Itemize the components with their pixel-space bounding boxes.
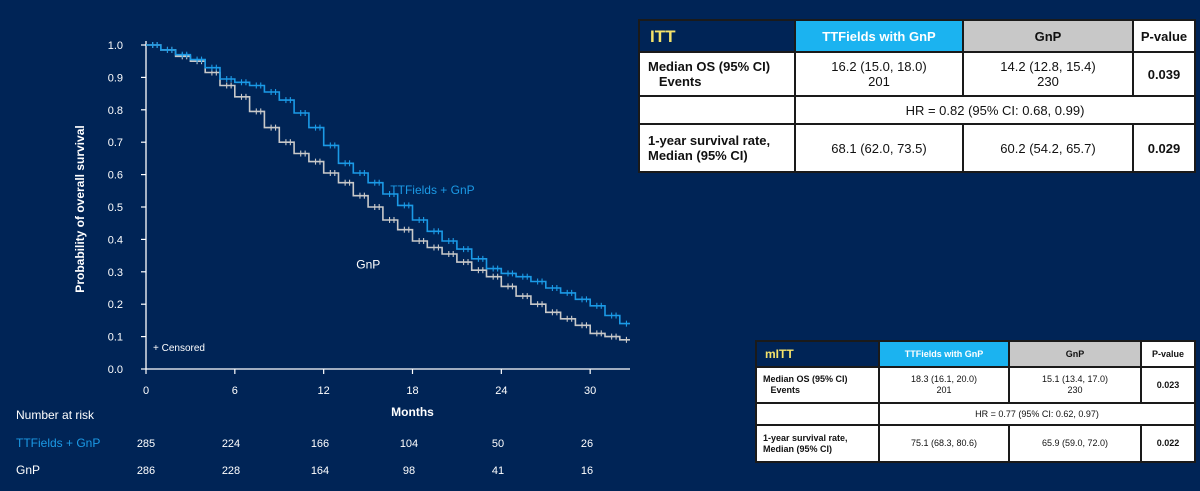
mitt-row2-p: 0.022: [1140, 424, 1196, 463]
mitt-row1-gnp-b: 230: [1067, 385, 1083, 395]
x-tick-label: 12: [318, 385, 330, 397]
itt-row2-tt: 68.1 (62.0, 73.5): [794, 123, 964, 173]
risk-row-ttfields-value: 166: [311, 438, 329, 450]
risk-row-ttfields-value: 104: [400, 438, 418, 450]
itt-row1-label: Median OS (95% CI) Events: [638, 51, 796, 97]
gnp-curve: [146, 44, 630, 341]
ttfields-curve: [146, 44, 630, 325]
itt-hr: HR = 0.82 (95% CI: 0.68, 0.99): [794, 95, 1196, 125]
y-tick-label: 0.0: [108, 364, 123, 376]
mitt-row1-label-b: Events: [770, 385, 801, 395]
mitt-row1-gnp: 15.1 (13.4, 17.0) 230: [1008, 366, 1142, 404]
y-tick-label: 0.1: [108, 332, 123, 344]
y-tick-label: 0.4: [108, 234, 123, 246]
x-tick-label: 6: [232, 385, 238, 397]
itt-hr-empty: [638, 95, 796, 125]
x-tick-label: 24: [495, 385, 507, 397]
itt-row1-gnp: 14.2 (12.8, 15.4) 230: [962, 51, 1134, 97]
itt-col-gnp: GnP: [962, 19, 1134, 53]
mitt-row1-gnp-a: 15.1 (13.4, 17.0): [1041, 374, 1109, 384]
mitt-row2-label-b: Median (95% CI): [763, 443, 833, 454]
y-tick-label: 0.2: [108, 299, 123, 311]
censored-legend: + Censored: [153, 343, 205, 354]
itt-row1-label-b: Events: [658, 74, 702, 89]
itt-row2-p: 0.029: [1132, 123, 1196, 173]
mitt-row2-gnp: 65.9 (59.0, 72.0): [1008, 424, 1142, 463]
x-tick-label: 0: [143, 385, 149, 397]
y-tick-label: 0.6: [108, 170, 123, 182]
mitt-row1-label-a: Median OS (95% CI): [763, 374, 848, 384]
itt-row2-label-b: Median (95% CI): [648, 148, 748, 163]
mitt-row1-tt-a: 18.3 (16.1, 20.0): [910, 374, 978, 384]
y-tick-label: 0.8: [108, 105, 123, 117]
mitt-row2-label: 1-year survival rate, Median (95% CI): [755, 424, 880, 463]
mitt-row2-tt: 75.1 (68.3, 80.6): [878, 424, 1010, 463]
km-chart: 0.0 0.1 0.2 0.3 0.4 0.5 0.6 0.7 0.8 0.9 1.0 0 6 12 18 2…: [16, 40, 630, 477]
x-tick-label: 18: [406, 385, 418, 397]
itt-col-p: P-value: [1132, 19, 1196, 53]
risk-row-gnp-value: 98: [403, 465, 415, 477]
mitt-hr-empty: [755, 402, 880, 426]
x-tick-label: 30: [584, 385, 596, 397]
itt-row2-label-a: 1-year survival rate,: [648, 133, 771, 148]
itt-row1-tt-b: 201: [868, 74, 890, 89]
itt-row1-label-a: Median OS (95% CI): [648, 59, 771, 74]
risk-row-ttfields-value: 26: [581, 438, 593, 450]
mitt-col-ttfields: TTFields with GnP: [878, 340, 1010, 368]
itt-table: ITT TTFields with GnP GnP P-value Median…: [638, 19, 1196, 173]
itt-row1-gnp-a: 14.2 (12.8, 15.4): [1000, 59, 1096, 74]
risk-row-ttfields-value: 224: [222, 438, 240, 450]
risk-row-gnp-label: GnP: [16, 463, 40, 477]
itt-row1-tt-a: 16.2 (15.0, 18.0): [831, 59, 927, 74]
gnp-curve-label: GnP: [356, 258, 380, 272]
itt-row2-label: 1-year survival rate, Median (95% CI): [638, 123, 796, 173]
risk-row-ttfields-value: 50: [492, 438, 504, 450]
y-tick-label: 0.5: [108, 202, 123, 214]
itt-row2-gnp: 60.2 (54.2, 65.7): [962, 123, 1134, 173]
mitt-col-gnp: GnP: [1008, 340, 1142, 368]
risk-row-ttfields-label: TTFields + GnP: [16, 436, 100, 450]
y-axis-label: Probability of overall survival: [73, 125, 87, 292]
risk-row-gnp-value: 286: [137, 465, 155, 477]
mitt-col-p: P-value: [1140, 340, 1196, 368]
mitt-title: mITT: [755, 340, 880, 368]
y-tick-label: 0.3: [108, 267, 123, 279]
risk-row-gnp-value: 16: [581, 465, 593, 477]
y-tick-label: 0.7: [108, 137, 123, 149]
itt-title: ITT: [638, 19, 796, 53]
ttfields-curve-label: TTFields + GnP: [390, 183, 474, 197]
itt-row1-tt: 16.2 (15.0, 18.0) 201: [794, 51, 964, 97]
mitt-row2-label-a: 1-year survival rate,: [763, 432, 848, 443]
risk-table-title: Number at risk: [16, 408, 95, 422]
risk-row-ttfields-value: 285: [137, 438, 155, 450]
risk-row-gnp-value: 164: [311, 465, 329, 477]
x-axis-label: Months: [391, 405, 434, 419]
risk-row-gnp-value: 41: [492, 465, 504, 477]
itt-row1-p: 0.039: [1132, 51, 1196, 97]
mitt-row1-label: Median OS (95% CI) Events: [755, 366, 880, 404]
y-tick-label: 1.0: [108, 40, 123, 52]
risk-row-gnp-value: 228: [222, 465, 240, 477]
mitt-row1-p: 0.023: [1140, 366, 1196, 404]
itt-col-ttfields: TTFields with GnP: [794, 19, 964, 53]
y-tick-label: 0.9: [108, 72, 123, 84]
itt-row1-gnp-b: 230: [1037, 74, 1059, 89]
mitt-hr: HR = 0.77 (95% CI: 0.62, 0.97): [878, 402, 1196, 426]
mitt-row1-tt: 18.3 (16.1, 20.0) 201: [878, 366, 1010, 404]
mitt-row1-tt-b: 201: [936, 385, 952, 395]
mitt-table: mITT TTFields with GnP GnP P-value Media…: [755, 340, 1196, 463]
